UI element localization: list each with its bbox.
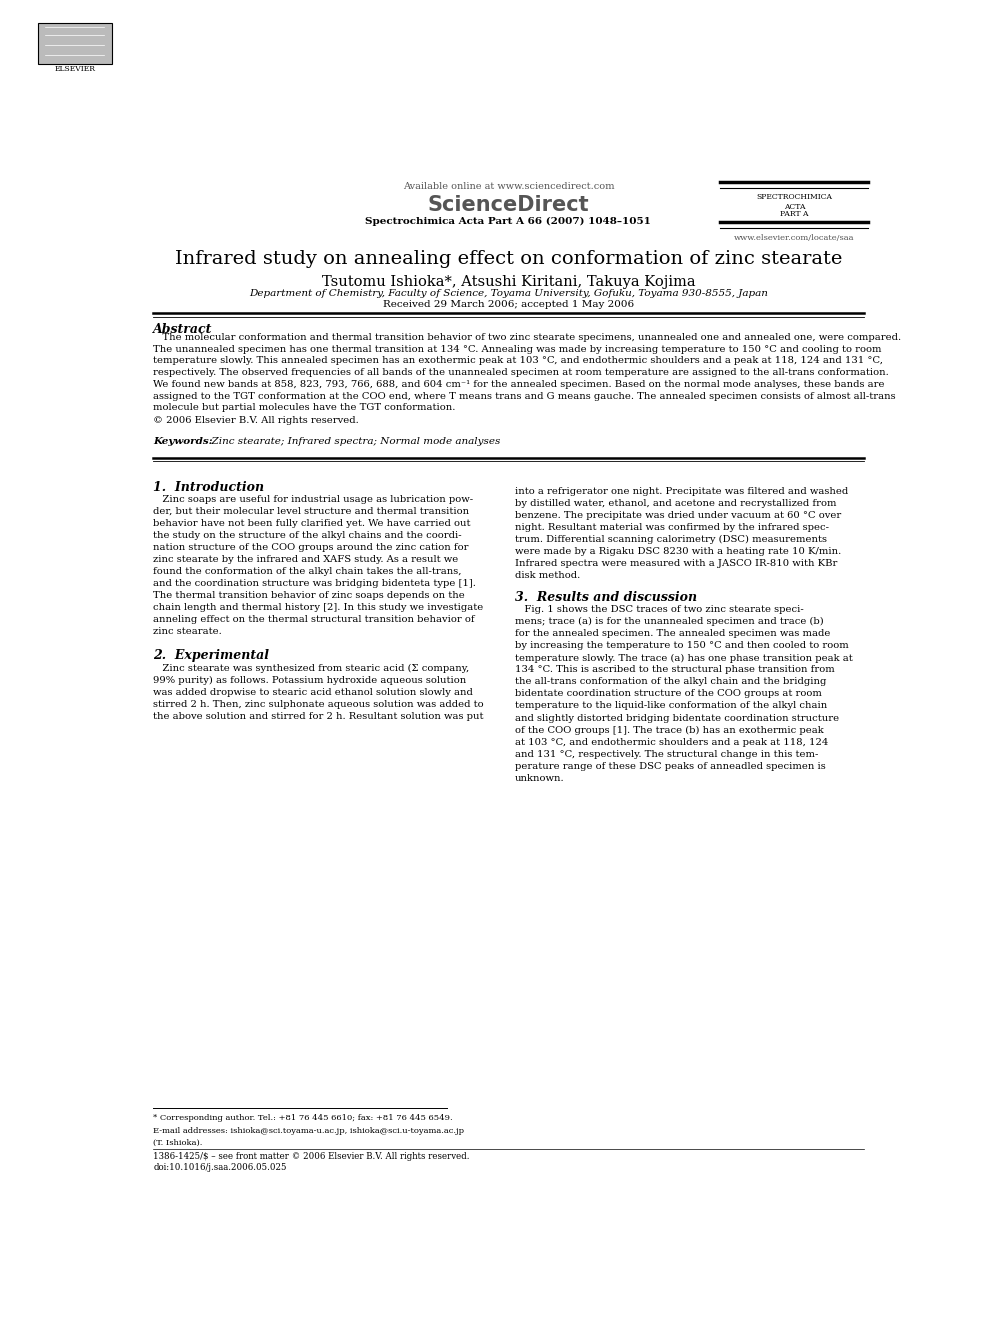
Text: mens; trace (a) is for the unannealed specimen and trace (b): mens; trace (a) is for the unannealed sp… (515, 618, 823, 627)
Text: found the conformation of the alkyl chain takes the all-trans,: found the conformation of the alkyl chai… (153, 568, 461, 576)
Text: molecule but partial molecules have the TGT conformation.: molecule but partial molecules have the … (153, 404, 455, 413)
Text: benzene. The precipitate was dried under vacuum at 60 °C over: benzene. The precipitate was dried under… (515, 511, 841, 520)
Text: temperature slowly. This annealed specimen has an exothermic peak at 103 °C, and: temperature slowly. This annealed specim… (153, 356, 883, 365)
Text: © 2006 Elsevier B.V. All rights reserved.: © 2006 Elsevier B.V. All rights reserved… (153, 415, 359, 425)
Text: Spectrochimica Acta Part A 66 (2007) 1048–1051: Spectrochimica Acta Part A 66 (2007) 104… (365, 217, 652, 226)
Text: 99% purity) as follows. Potassium hydroxide aqueous solution: 99% purity) as follows. Potassium hydrox… (153, 676, 466, 685)
Text: the study on the structure of the alkyl chains and the coordi-: the study on the structure of the alkyl … (153, 531, 462, 540)
Text: 134 °C. This is ascribed to the structural phase transition from: 134 °C. This is ascribed to the structur… (515, 665, 834, 675)
Text: and slightly distorted bridging bidentate coordination structure: and slightly distorted bridging bidentat… (515, 713, 838, 722)
Text: 1386-1425/$ – see front matter © 2006 Elsevier B.V. All rights reserved.: 1386-1425/$ – see front matter © 2006 El… (153, 1152, 470, 1162)
Text: zinc stearate.: zinc stearate. (153, 627, 222, 636)
Text: The thermal transition behavior of zinc soaps depends on the: The thermal transition behavior of zinc … (153, 591, 465, 601)
Text: Infrared study on annealing effect on conformation of zinc stearate: Infrared study on annealing effect on co… (175, 250, 842, 269)
Text: for the annealed specimen. The annealed specimen was made: for the annealed specimen. The annealed … (515, 630, 830, 639)
Text: trum. Differential scanning calorimetry (DSC) measurements: trum. Differential scanning calorimetry … (515, 534, 826, 544)
Text: temperature to the liquid-like conformation of the alkyl chain: temperature to the liquid-like conformat… (515, 701, 826, 710)
Text: chain length and thermal history [2]. In this study we investigate: chain length and thermal history [2]. In… (153, 603, 483, 613)
Text: Infrared spectra were measured with a JASCO IR-810 with KBr: Infrared spectra were measured with a JA… (515, 558, 837, 568)
Text: the above solution and stirred for 2 h. Resultant solution was put: the above solution and stirred for 2 h. … (153, 712, 484, 721)
Text: SPECTROCHIMICA: SPECTROCHIMICA (756, 193, 832, 201)
Text: The unannealed specimen has one thermal transition at 134 °C. Annealing was made: The unannealed specimen has one thermal … (153, 345, 882, 353)
Text: by distilled water, ethanol, and acetone and recrystallized from: by distilled water, ethanol, and acetone… (515, 499, 836, 508)
Text: Abstract: Abstract (153, 323, 212, 336)
Text: at 103 °C, and endothermic shoulders and a peak at 118, 124: at 103 °C, and endothermic shoulders and… (515, 737, 828, 746)
Text: ELSEVIER: ELSEVIER (55, 65, 96, 73)
Text: perature range of these DSC peaks of anneadled specimen is: perature range of these DSC peaks of ann… (515, 762, 825, 770)
Text: Zinc soaps are useful for industrial usage as lubrication pow-: Zinc soaps are useful for industrial usa… (153, 495, 473, 504)
Text: behavior have not been fully clarified yet. We have carried out: behavior have not been fully clarified y… (153, 519, 471, 528)
Text: Received 29 March 2006; accepted 1 May 2006: Received 29 March 2006; accepted 1 May 2… (383, 300, 634, 310)
Text: zinc stearate by the infrared and XAFS study. As a result we: zinc stearate by the infrared and XAFS s… (153, 556, 458, 564)
Text: 1.  Introduction: 1. Introduction (153, 480, 264, 493)
Text: * Corresponding author. Tel.: +81 76 445 6610; fax: +81 76 445 6549.: * Corresponding author. Tel.: +81 76 445… (153, 1114, 452, 1122)
Text: 2.  Experimental: 2. Experimental (153, 650, 269, 663)
Text: was added dropwise to stearic acid ethanol solution slowly and: was added dropwise to stearic acid ethan… (153, 688, 473, 697)
Text: ScienceDirect: ScienceDirect (428, 196, 589, 216)
Text: and 131 °C, respectively. The structural change in this tem-: and 131 °C, respectively. The structural… (515, 750, 818, 758)
Text: bidentate coordination structure of the COO groups at room: bidentate coordination structure of the … (515, 689, 821, 699)
Text: (T. Ishioka).: (T. Ishioka). (153, 1139, 202, 1147)
Text: Keywords:: Keywords: (153, 437, 213, 446)
Text: Department of Chemistry, Faculty of Science, Toyama University, Gofuku, Toyama 9: Department of Chemistry, Faculty of Scie… (249, 290, 768, 298)
Text: We found new bands at 858, 823, 793, 766, 688, and 604 cm⁻¹ for the annealed spe: We found new bands at 858, 823, 793, 766… (153, 380, 885, 389)
Text: Fig. 1 shows the DSC traces of two zinc stearate speci-: Fig. 1 shows the DSC traces of two zinc … (515, 606, 804, 614)
Text: anneling effect on the thermal structural transition behavior of: anneling effect on the thermal structura… (153, 615, 475, 624)
Text: and the coordination structure was bridging bidenteta type [1].: and the coordination structure was bridg… (153, 579, 476, 589)
FancyBboxPatch shape (38, 22, 112, 64)
Text: The molecular conformation and thermal transition behavior of two zinc stearate : The molecular conformation and thermal t… (153, 333, 902, 341)
Text: by increasing the temperature to 150 °C and then cooled to room: by increasing the temperature to 150 °C … (515, 642, 848, 651)
Text: assigned to the TGT conformation at the COO end, where T means trans and G means: assigned to the TGT conformation at the … (153, 392, 896, 401)
Text: www.elsevier.com/locate/saa: www.elsevier.com/locate/saa (734, 234, 855, 242)
Text: respectively. The observed frequencies of all bands of the unannealed specimen a: respectively. The observed frequencies o… (153, 368, 889, 377)
Text: Zinc stearate; Infrared spectra; Normal mode analyses: Zinc stearate; Infrared spectra; Normal … (205, 437, 501, 446)
Text: E-mail addresses: ishioka@sci.toyama-u.ac.jp, ishioka@sci.u-toyama.ac.jp: E-mail addresses: ishioka@sci.toyama-u.a… (153, 1127, 464, 1135)
Text: the all-trans conformation of the alkyl chain and the bridging: the all-trans conformation of the alkyl … (515, 677, 826, 687)
Text: into a refrigerator one night. Precipitate was filtered and washed: into a refrigerator one night. Precipita… (515, 487, 848, 496)
Text: night. Resultant material was confirmed by the infrared spec-: night. Resultant material was confirmed … (515, 523, 828, 532)
Text: nation structure of the COO groups around the zinc cation for: nation structure of the COO groups aroun… (153, 542, 468, 552)
Text: Zinc stearate was synthesized from stearic acid (Σ company,: Zinc stearate was synthesized from stear… (153, 664, 469, 673)
Text: der, but their molecular level structure and thermal transition: der, but their molecular level structure… (153, 507, 469, 516)
Text: 3.  Results and discussion: 3. Results and discussion (515, 591, 696, 603)
Text: Tsutomu Ishioka*, Atsushi Kiritani, Takuya Kojima: Tsutomu Ishioka*, Atsushi Kiritani, Taku… (321, 275, 695, 288)
Text: were made by a Rigaku DSC 8230 with a heating rate 10 K/min.: were made by a Rigaku DSC 8230 with a he… (515, 546, 841, 556)
Text: Available online at www.sciencedirect.com: Available online at www.sciencedirect.co… (403, 183, 614, 192)
Text: unknown.: unknown. (515, 774, 564, 783)
Text: ACTA: ACTA (784, 202, 806, 210)
Text: disk method.: disk method. (515, 570, 579, 579)
Text: doi:10.1016/j.saa.2006.05.025: doi:10.1016/j.saa.2006.05.025 (153, 1163, 287, 1172)
Text: of the COO groups [1]. The trace (b) has an exothermic peak: of the COO groups [1]. The trace (b) has… (515, 725, 823, 734)
Text: PART A: PART A (780, 209, 808, 218)
Text: stirred 2 h. Then, zinc sulphonate aqueous solution was added to: stirred 2 h. Then, zinc sulphonate aqueo… (153, 700, 484, 709)
Text: temperature slowly. The trace (a) has one phase transition peak at: temperature slowly. The trace (a) has on… (515, 654, 852, 663)
